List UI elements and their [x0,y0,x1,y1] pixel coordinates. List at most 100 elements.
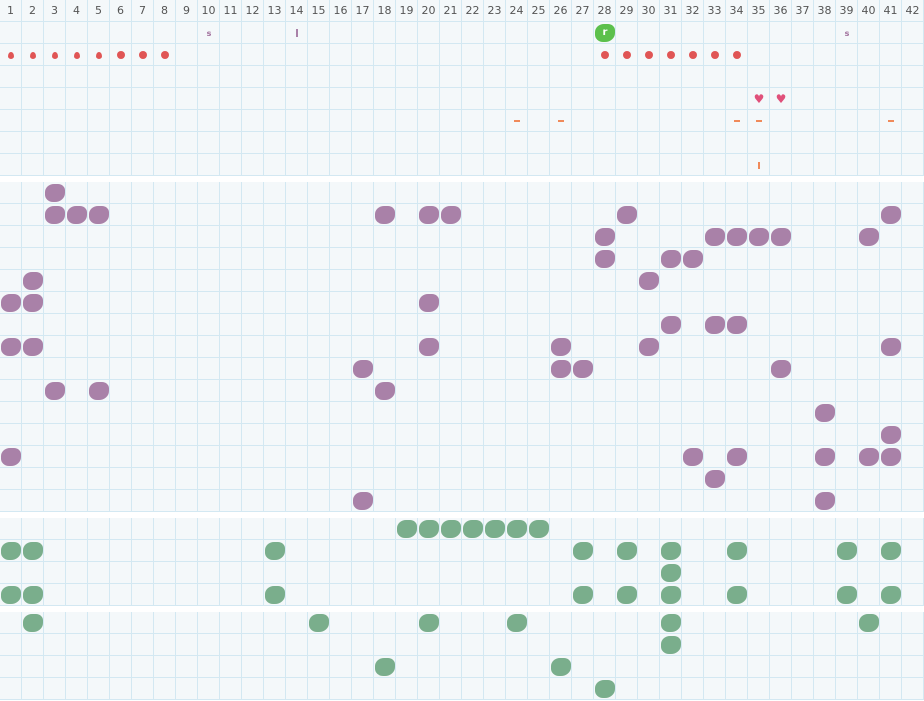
purple-block[interactable] [616,204,638,226]
purple-block[interactable] [88,204,110,226]
dash-item[interactable] [506,110,528,132]
dash-item[interactable] [748,110,770,132]
purple-block[interactable] [814,446,836,468]
green-block[interactable] [660,540,682,562]
drop-item[interactable] [22,44,44,66]
green-block[interactable] [374,656,396,678]
green-block[interactable] [418,518,440,540]
purple-block[interactable] [880,336,902,358]
letter-item[interactable]: s [198,22,220,44]
green-block[interactable] [616,584,638,606]
dot-item[interactable] [682,44,704,66]
dot-item[interactable] [154,44,176,66]
green-block[interactable] [22,540,44,562]
purple-block[interactable] [682,446,704,468]
dot-item[interactable] [616,44,638,66]
drop-item[interactable] [44,44,66,66]
dash-item[interactable] [880,110,902,132]
purple-block[interactable] [660,248,682,270]
dot-item[interactable] [594,44,616,66]
purple-block[interactable] [880,446,902,468]
purple-block[interactable] [0,292,22,314]
green-block[interactable] [506,518,528,540]
green-block[interactable] [462,518,484,540]
purple-block[interactable] [550,358,572,380]
purple-block[interactable] [418,204,440,226]
purple-block[interactable] [726,226,748,248]
green-block[interactable] [484,518,506,540]
purple-block[interactable] [0,336,22,358]
green-block[interactable] [858,612,880,634]
purple-block[interactable] [638,336,660,358]
green-block[interactable] [418,612,440,634]
dash-item[interactable] [726,110,748,132]
dot-item[interactable] [660,44,682,66]
purple-block[interactable] [0,446,22,468]
green-block[interactable] [0,584,22,606]
purple-block[interactable] [374,204,396,226]
purple-block[interactable] [44,204,66,226]
purple-block[interactable] [770,226,792,248]
drop-item[interactable] [66,44,88,66]
purple-block[interactable] [572,358,594,380]
green-block[interactable] [880,540,902,562]
dot-item[interactable] [726,44,748,66]
purple-block[interactable] [44,380,66,402]
purple-block[interactable] [22,336,44,358]
purple-block[interactable] [352,490,374,512]
purple-block[interactable] [770,358,792,380]
green-block[interactable] [880,584,902,606]
green-block[interactable] [726,540,748,562]
green-block[interactable] [22,612,44,634]
purple-block[interactable] [726,446,748,468]
purple-block[interactable] [858,446,880,468]
purple-block[interactable] [44,182,66,204]
green-block[interactable] [506,612,528,634]
green-block[interactable] [308,612,330,634]
heart-item[interactable]: ♥ [748,88,770,110]
purple-block[interactable] [418,336,440,358]
purple-block[interactable] [880,204,902,226]
green-block[interactable] [264,584,286,606]
purple-block[interactable] [638,270,660,292]
purple-block[interactable] [660,314,682,336]
green-block[interactable] [528,518,550,540]
green-block[interactable] [550,656,572,678]
dot-item[interactable] [638,44,660,66]
drop-item[interactable] [88,44,110,66]
purple-block[interactable] [440,204,462,226]
purple-block[interactable] [88,380,110,402]
green-block[interactable] [836,540,858,562]
heart-item[interactable]: ♥ [770,88,792,110]
vbar-item[interactable] [748,154,770,176]
dot-item[interactable] [132,44,154,66]
purple-block[interactable] [418,292,440,314]
purple-block[interactable] [682,248,704,270]
dot-item[interactable] [110,44,132,66]
green-block[interactable] [396,518,418,540]
purple-block[interactable] [814,490,836,512]
green-block[interactable] [616,540,638,562]
green-block[interactable] [0,540,22,562]
purple-block[interactable] [704,468,726,490]
purple-block[interactable] [66,204,88,226]
purple-block[interactable] [726,314,748,336]
purple-block[interactable] [704,226,726,248]
green-block[interactable] [726,584,748,606]
green-block[interactable] [572,540,594,562]
green-block[interactable] [22,584,44,606]
bright-item[interactable]: r [594,22,616,44]
purple-block[interactable] [352,358,374,380]
purple-block[interactable] [858,226,880,248]
pbar-item[interactable] [286,22,308,44]
green-block[interactable] [594,678,616,700]
green-block[interactable] [660,612,682,634]
purple-block[interactable] [880,424,902,446]
green-block[interactable] [660,584,682,606]
green-block[interactable] [660,634,682,656]
green-block[interactable] [440,518,462,540]
purple-block[interactable] [814,402,836,424]
green-block[interactable] [660,562,682,584]
purple-block[interactable] [22,292,44,314]
green-block[interactable] [264,540,286,562]
